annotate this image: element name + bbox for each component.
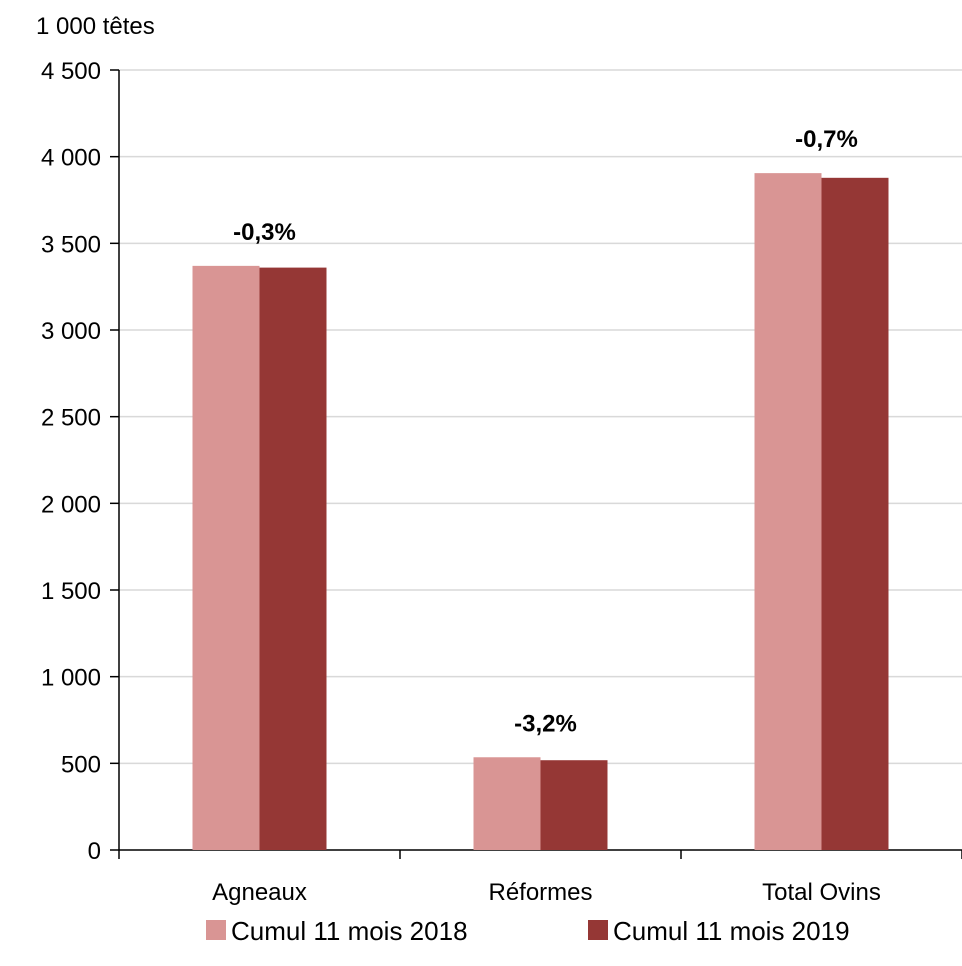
y-tick-label: 2 500 <box>41 405 101 432</box>
labels: 0 500 1 000 1 500 2 000 2 500 3 000 3 500 4 000 4… <box>41 58 881 906</box>
y-tick-label: 3 500 <box>41 231 101 258</box>
bar-total-ovins-series-2 <box>821 177 889 850</box>
y-tick-label: 1 000 <box>41 665 101 692</box>
y-tick-label: 0 <box>88 838 101 865</box>
y-tick-label: 1 500 <box>41 578 101 605</box>
x-category-label: Réformes <box>488 879 592 906</box>
legend-swatch <box>588 920 608 940</box>
y-tick-label: 2 000 <box>41 491 101 518</box>
bar-agneaux-series-2 <box>259 267 327 851</box>
y-tick-label: 4 000 <box>41 145 101 172</box>
x-category-label: Agneaux <box>212 879 307 906</box>
y-tick-label: 3 000 <box>41 318 101 345</box>
legend-swatch <box>206 920 226 940</box>
data-label-change: -0,7% <box>795 126 858 153</box>
bar-total-ovins-series-1 <box>754 173 822 851</box>
legend-label: Cumul 11 mois 2018 <box>231 916 468 946</box>
legend-label: Cumul 11 mois 2019 <box>613 916 850 946</box>
bar-r-formes-series-1 <box>473 757 541 850</box>
y-tick-label: 500 <box>61 751 101 778</box>
x-category-label: Total Ovins <box>762 879 881 906</box>
bars <box>192 173 889 851</box>
data-label-change: -3,2% <box>514 710 577 737</box>
y-axis-unit-label: 1 000 têtes <box>36 13 155 40</box>
y-tick-label: 4 500 <box>41 58 101 85</box>
bar-r-formes-series-2 <box>540 760 608 850</box>
data-label-change: -0,3% <box>233 219 296 246</box>
bar-agneaux-series-1 <box>192 265 260 850</box>
legend: Cumul 11 mois 2018 Cumul 11 mois 2019 <box>206 916 850 946</box>
